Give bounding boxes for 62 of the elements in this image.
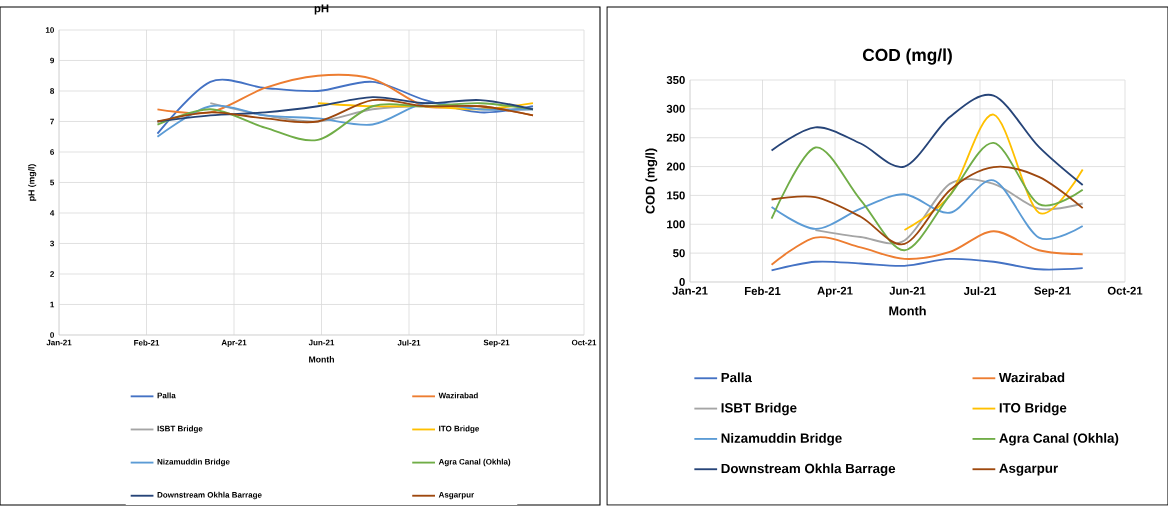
line-series [770, 257, 1084, 272]
x-tick-label: Jan-21 [672, 286, 708, 295]
y-tick-label: 50 [673, 249, 685, 258]
chart-title: pH [314, 4, 329, 15]
x-tick-label: Sep-21 [1034, 286, 1071, 297]
line-series [770, 230, 1084, 266]
y-tick-label: 150 [667, 191, 685, 200]
y-tick-label: 9 [50, 57, 55, 64]
y-tick-label: 8 [50, 88, 55, 94]
legend-label: Agra Canal (Okhla) [438, 458, 511, 467]
x-axis-title: Month [309, 356, 334, 363]
x-tick-label: Jun-21 [308, 339, 335, 346]
legend-label: Asgarpur [438, 491, 475, 500]
legend-label: Nizamuddin Bridge [157, 458, 230, 467]
legend-label: ISBT Bridge [721, 402, 797, 416]
y-axis-title: pH (mg/l) [28, 164, 37, 201]
y-axis-title: COD (mg/l) [645, 148, 658, 214]
line-series [770, 179, 1084, 240]
chart-title: COD (mg/l) [862, 48, 952, 65]
legend-label: ISBT Bridge [157, 425, 203, 434]
x-tick-label: Oct-21 [571, 339, 597, 346]
legend-label: Downstream Okhla Barrage [157, 491, 262, 500]
line-series [770, 93, 1084, 186]
y-tick-label: 350 [666, 75, 685, 85]
legend-label: Asgarpur [999, 463, 1058, 476]
y-tick-label: 200 [666, 162, 685, 171]
y-tick-label: 5 [50, 179, 55, 186]
x-tick-label: Jul-21 [963, 286, 997, 296]
x-tick-label: Jun-21 [889, 286, 926, 295]
y-tick-label: 1 [50, 301, 55, 308]
legend-label: Nizamuddin Bridge [721, 433, 842, 446]
y-tick-label: 300 [666, 104, 685, 113]
y-tick-label: 250 [666, 133, 685, 142]
y-tick-label: 100 [667, 220, 685, 229]
line-series [770, 165, 1084, 246]
line-series [770, 141, 1084, 252]
legend-label: Wazirabad [438, 392, 478, 399]
legend-label: Palla [721, 372, 752, 383]
legend-label: ITO Bridge [999, 402, 1067, 416]
legend-label: ITO Bridge [439, 425, 480, 434]
line-series [903, 113, 1084, 231]
legend-label: Downstream Okhla Barrage [721, 463, 896, 476]
y-tick-label: 2 [50, 271, 54, 277]
x-axis-title: Month [889, 306, 926, 316]
y-tick-label: 3 [50, 240, 55, 247]
y-tick-label: 0 [50, 332, 54, 338]
y-tick-label: 6 [50, 149, 55, 155]
x-tick-label: Apr-21 [221, 339, 247, 347]
y-tick-label: 10 [45, 27, 54, 33]
y-tick-label: 7 [50, 118, 54, 125]
legend-label: Wazirabad [998, 372, 1065, 383]
legend-label: Agra Canal (Okhla) [999, 433, 1119, 446]
x-tick-label: Apr-21 [817, 286, 853, 297]
x-tick-label: Jan-21 [46, 339, 72, 346]
x-tick-label: Feb-21 [134, 339, 160, 346]
x-tick-label: Sep-21 [483, 339, 510, 347]
y-tick-label: 4 [49, 210, 55, 216]
legend-label: Palla [157, 392, 176, 399]
x-tick-label: Feb-21 [744, 286, 781, 296]
x-tick-label: Oct-21 [1107, 286, 1143, 295]
y-tick-label: 0 [679, 277, 685, 286]
x-tick-label: Jul-21 [397, 339, 421, 346]
